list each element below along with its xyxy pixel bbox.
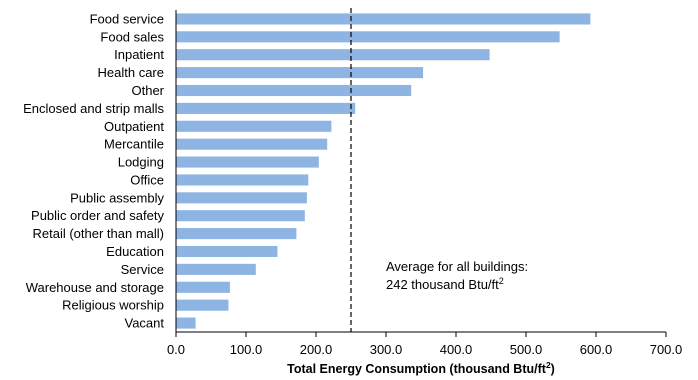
category-label: Vacant — [124, 316, 164, 331]
x-ticks: 0.0 100.0 200.0 300.0 400.0 500.0 600.0 700.0 — [167, 332, 682, 357]
category-label: Health care — [98, 65, 164, 80]
average-annotation-line1: Average for all buildings: — [386, 259, 528, 274]
category-label: Education — [106, 244, 164, 259]
average-annotation-value: 242 thousand Btu/ft — [386, 277, 499, 292]
average-annotation-superscript: 2 — [499, 276, 504, 286]
x-tick-label: 100.0 — [230, 342, 263, 357]
average-annotation-line2: 242 thousand Btu/ft2 — [386, 276, 504, 292]
x-tick-label: 200.0 — [300, 342, 333, 357]
bar-religious-worship — [176, 299, 229, 311]
bar-vacant — [176, 317, 196, 329]
bar-enclosed-and-strip-malls — [176, 102, 356, 114]
category-label: Enclosed and strip malls — [23, 101, 164, 116]
x-tick-label: 400.0 — [440, 342, 473, 357]
category-label: Religious worship — [62, 298, 164, 313]
bar-food-service — [176, 13, 591, 25]
bar-health-care — [176, 67, 424, 79]
x-tick-label: 700.0 — [650, 342, 683, 357]
category-label: Retail (other than mall) — [33, 226, 165, 241]
category-label: Public order and safety — [31, 208, 164, 223]
category-label: Public assembly — [70, 190, 164, 205]
bar-other — [176, 84, 412, 97]
bar-education — [176, 245, 278, 258]
x-axis-title-main: Total Energy Consumption (thousand Btu/f… — [287, 362, 547, 376]
x-tick-label: 500.0 — [510, 342, 543, 357]
bar-retail-other-than-mall — [176, 228, 297, 240]
category-label: Outpatient — [104, 119, 164, 134]
x-axis-title-close: ) — [551, 362, 555, 376]
category-label: Food service — [90, 11, 164, 26]
category-label: Inpatient — [114, 47, 164, 62]
category-label: Food sales — [100, 29, 164, 44]
bar-mercantile — [176, 138, 328, 150]
bar-outpatient — [176, 120, 332, 132]
bar-service — [176, 263, 256, 275]
category-label: Warehouse and storage — [26, 280, 164, 295]
bar-public-assembly — [176, 192, 307, 204]
category-label: Office — [130, 172, 164, 187]
x-tick-label: 600.0 — [580, 342, 613, 357]
bars-group — [176, 13, 591, 329]
bar-public-order-and-safety — [176, 210, 305, 222]
bar-warehouse-and-storage — [176, 281, 230, 293]
category-label: Lodging — [118, 155, 164, 170]
category-label: Mercantile — [104, 137, 164, 152]
x-axis-title: Total Energy Consumption (thousand Btu/f… — [287, 360, 555, 376]
bar-office — [176, 174, 309, 186]
category-label: Other — [131, 83, 164, 98]
category-label: Service — [121, 262, 164, 277]
x-tick-label: 0.0 — [167, 342, 185, 357]
x-tick-label: 300.0 — [370, 342, 403, 357]
bar-lodging — [176, 156, 319, 168]
x-axis-title-superscript: 2 — [546, 360, 551, 370]
bar-food-sales — [176, 31, 560, 43]
bar-inpatient — [176, 49, 490, 61]
category-labels: Food service Food sales Inpatient Health ca… — [23, 11, 165, 330]
